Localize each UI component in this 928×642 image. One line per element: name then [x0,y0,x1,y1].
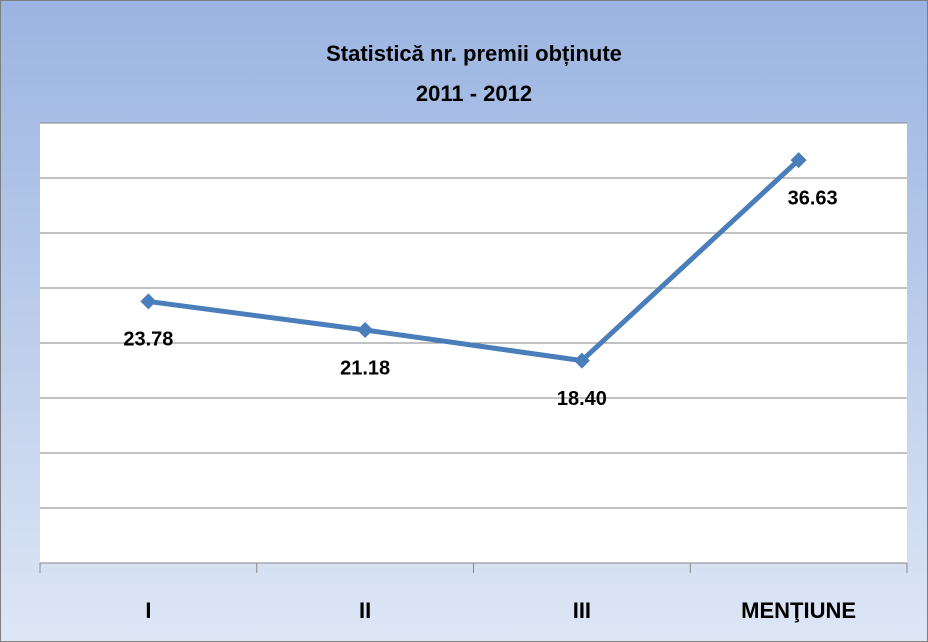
data-point [573,352,590,369]
chart-subtitle: 2011 - 2012 [416,81,532,106]
x-tick-label: MENŢIUNE [741,598,856,623]
data-point [357,322,374,339]
data-label: 18.40 [557,388,607,410]
chart-title: Statistică nr. premii obținute [326,41,622,66]
x-tick-label: I [145,598,151,623]
data-label: 23.78 [123,329,173,351]
data-line [148,158,801,364]
data-point [140,293,157,310]
x-tick-label: II [359,598,371,623]
x-tick-label: III [573,598,591,623]
data-label: 21.18 [340,357,390,379]
data-label: 36.63 [788,187,838,209]
data-point [790,152,807,169]
